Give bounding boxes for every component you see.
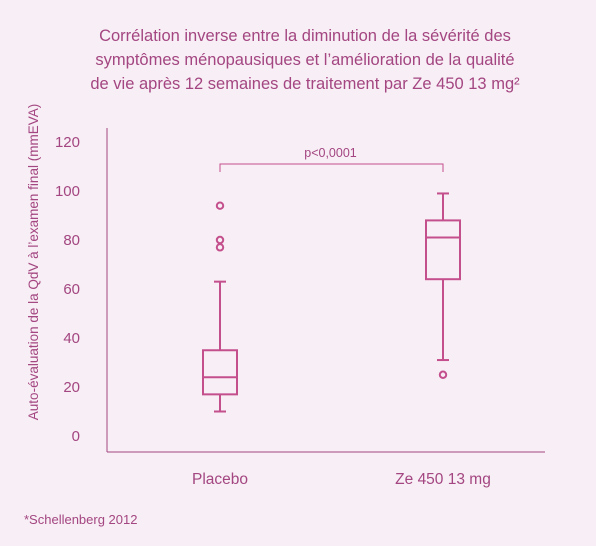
- chart-title-line-1: Corrélation inverse entre la diminution …: [99, 27, 511, 45]
- y-tick-label: 100: [55, 183, 80, 200]
- significance-bracket: [219, 163, 444, 172]
- outlier-point: [215, 201, 225, 210]
- y-tick-label: 120: [55, 134, 80, 151]
- y-tick-label: 0: [72, 428, 80, 445]
- y-axis-label: Auto-évaluation de la QdV à l’examen fin…: [26, 104, 41, 420]
- outlier-point: [438, 370, 448, 379]
- outlier-point: [215, 243, 225, 252]
- y-tick-label: 60: [63, 281, 80, 298]
- chart-title-line-2: symptômes ménopausiques et l’amélioratio…: [95, 51, 515, 69]
- x-category-label: Ze 450 13 mg: [395, 471, 491, 488]
- footnote: *Schellenberg 2012: [24, 512, 138, 527]
- y-tick-label: 20: [63, 379, 80, 396]
- outlier-point: [215, 235, 225, 245]
- x-category-label: Placebo: [192, 471, 248, 488]
- significance-label: p<0,0001: [304, 146, 357, 160]
- y-tick-label: 40: [63, 330, 80, 347]
- chart-title: Corrélation inverse entre la diminution …: [40, 24, 570, 96]
- box-iqr: [202, 349, 238, 396]
- box-iqr: [425, 219, 461, 281]
- chart-title-line-3: de vie après 12 semaines de traitement p…: [90, 75, 520, 93]
- y-tick-label: 80: [63, 232, 80, 249]
